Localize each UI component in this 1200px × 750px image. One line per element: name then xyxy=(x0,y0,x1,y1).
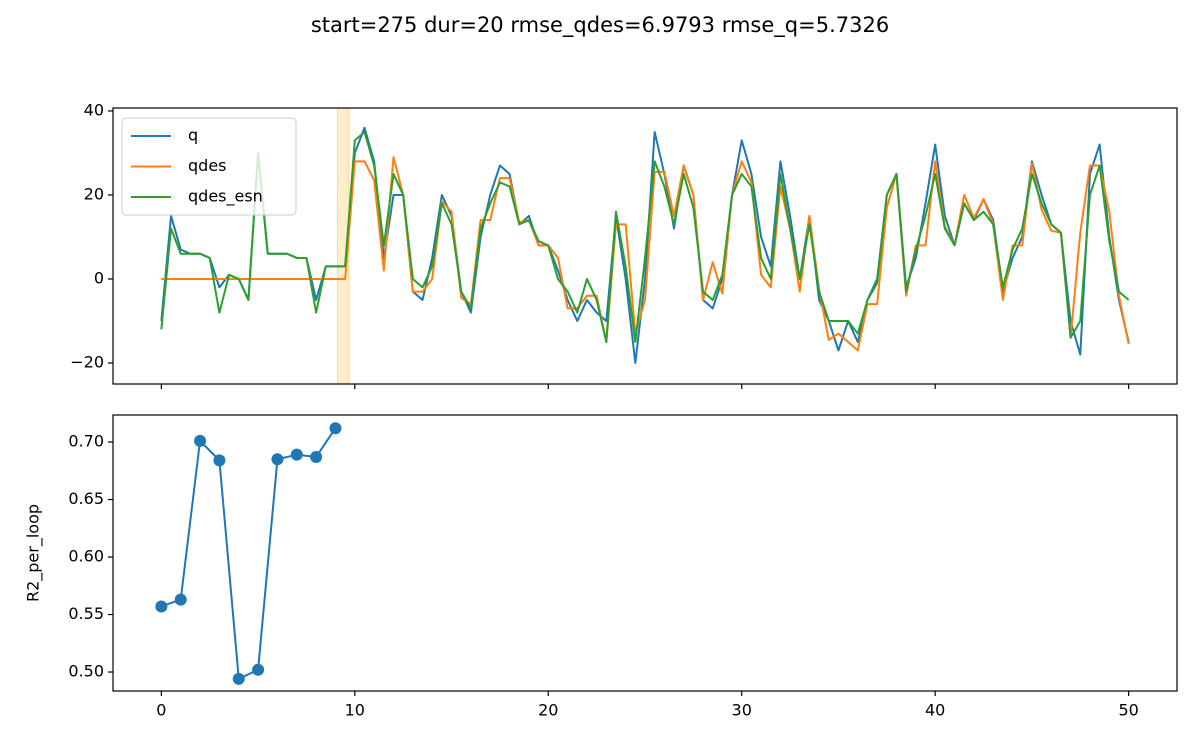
x-tick-label: 30 xyxy=(732,701,752,720)
y-tick-label: 20 xyxy=(84,184,104,203)
point-marker xyxy=(310,450,323,463)
y-tick-label: 0.50 xyxy=(68,662,104,681)
x-tick-label: 50 xyxy=(1118,701,1138,720)
y-tick-label: 0.60 xyxy=(68,547,104,566)
y-tick-label: 0.65 xyxy=(68,489,104,508)
y-tick-label: −20 xyxy=(70,352,104,371)
series-line xyxy=(160,126,1130,364)
series-group xyxy=(160,126,1130,364)
point-marker xyxy=(252,663,265,676)
legend-box xyxy=(121,117,297,216)
axes-frame xyxy=(112,414,1178,692)
point-marker xyxy=(174,593,187,606)
legend-label: qdes xyxy=(188,156,227,175)
point-marker xyxy=(232,672,245,685)
point-marker xyxy=(155,600,168,613)
y-tick-label: 0.70 xyxy=(68,432,104,451)
x-tick-label: 20 xyxy=(538,701,558,720)
series-line xyxy=(160,130,1130,343)
x-tick-label: 10 xyxy=(345,701,365,720)
x-tick-label: 0 xyxy=(156,701,166,720)
point-marker xyxy=(271,453,284,466)
y-tick-label: 40 xyxy=(84,100,104,119)
point-marker xyxy=(213,454,226,467)
point-marker xyxy=(290,448,303,461)
legend-label: qdes_esn xyxy=(188,187,263,207)
y-tick-label: 0 xyxy=(94,268,104,287)
series-line xyxy=(161,427,337,680)
figure-title: start=275 dur=20 rmse_qdes=6.9793 rmse_q… xyxy=(311,13,889,38)
legend-label: q xyxy=(188,126,198,145)
point-marker xyxy=(194,434,207,447)
x-tick-label: 40 xyxy=(925,701,945,720)
y-axis-label: R2_per_loop xyxy=(24,504,44,602)
series-group xyxy=(155,422,342,685)
y-tick-label: 0.55 xyxy=(68,604,104,623)
axes-frame xyxy=(112,107,1178,385)
point-marker xyxy=(329,422,342,435)
